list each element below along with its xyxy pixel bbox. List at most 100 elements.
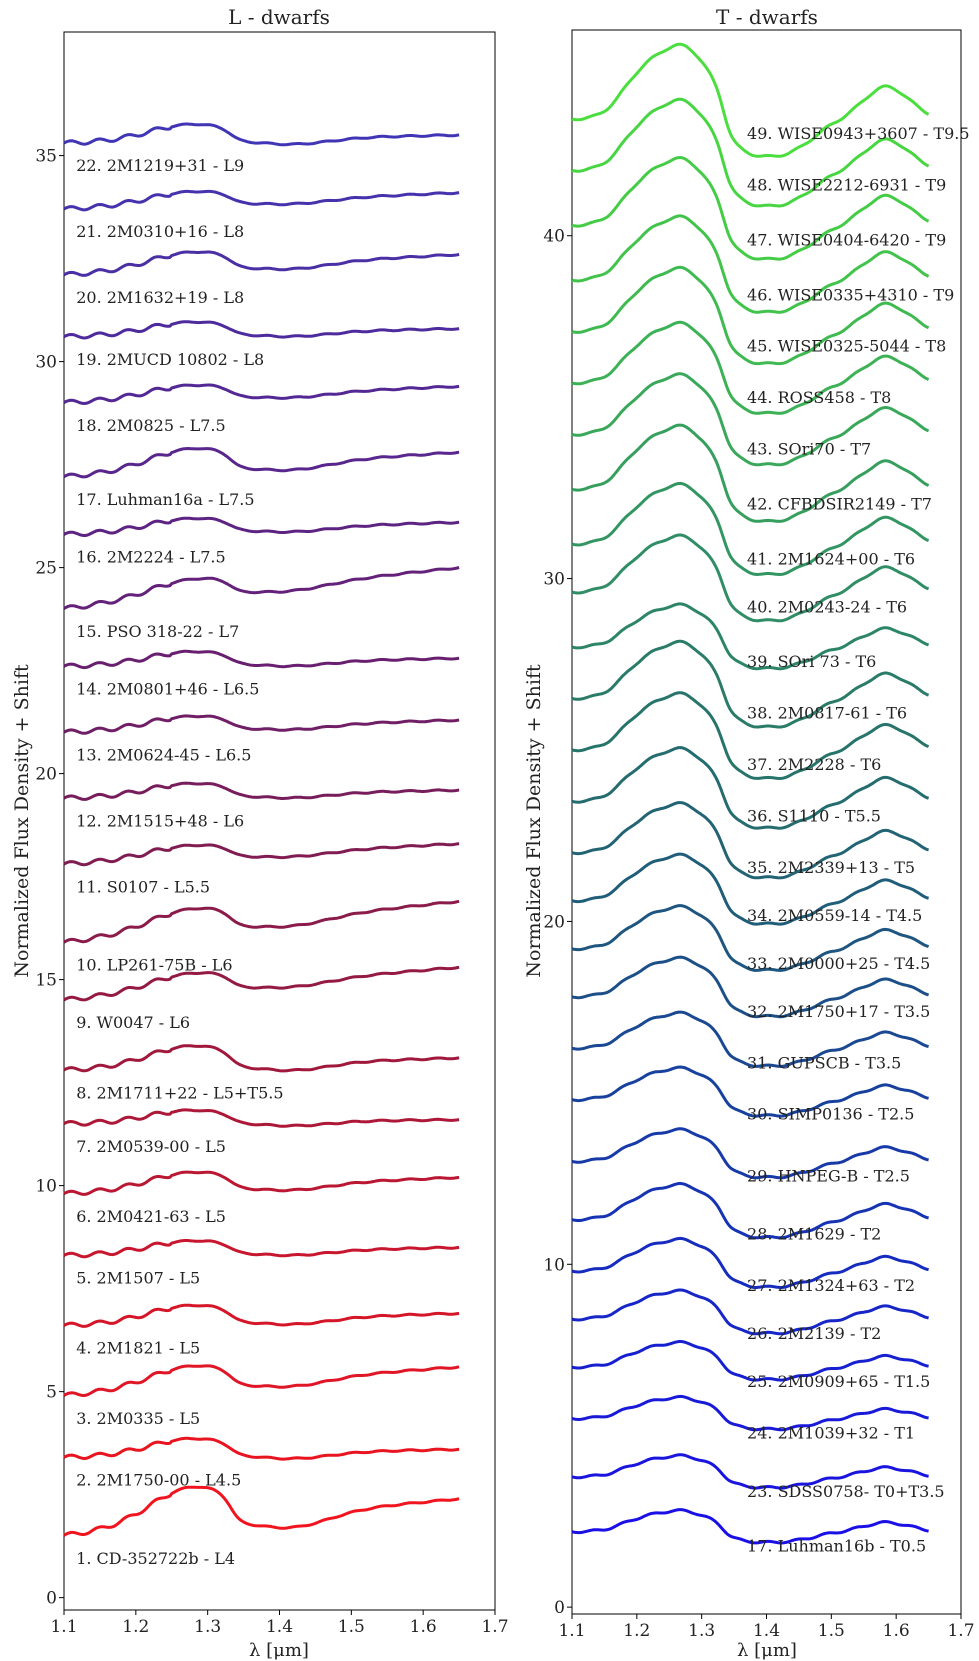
- panel-l-dwarfs: L - dwarfs λ [μm] Normalized Flux Densit…: [11, 5, 509, 1661]
- series-line: [63, 516, 460, 537]
- series-line: [571, 97, 930, 208]
- series-label: 40. 2M0243-24 - T6: [747, 597, 907, 616]
- series-line: [571, 1127, 929, 1180]
- series-label: 21. 2M0310+16 - L8: [76, 222, 244, 241]
- series-line: [571, 423, 930, 523]
- series-label: 26. 2M2139 - T2: [747, 1324, 881, 1343]
- series-label: 19. 2MUCD 10802 - L8: [76, 350, 264, 369]
- series-line: [571, 639, 930, 729]
- series-line: [63, 1364, 460, 1397]
- series-label: 41. 2M1624+00 - T6: [747, 549, 915, 568]
- series-line: [571, 1453, 929, 1490]
- x-tick-label: 1.6: [410, 1617, 437, 1637]
- x-tick-label: 1.3: [688, 1621, 715, 1641]
- series-label: 5. 2M1507 - L5: [76, 1269, 200, 1288]
- x-tick-label: 1.7: [947, 1621, 974, 1641]
- series-label: 46. WISE0335+4310 - T9: [747, 285, 954, 304]
- series-line: [63, 842, 460, 867]
- series-line: [571, 1508, 929, 1545]
- series-line: [63, 899, 460, 944]
- x-tick-label: 1.5: [818, 1621, 845, 1641]
- series-label: 29. HNPEG-B - T2.5: [747, 1166, 910, 1185]
- series-label: 24. 2M1039+32 - T1: [747, 1424, 915, 1443]
- series-line: [63, 1303, 460, 1328]
- series-line: [571, 602, 930, 671]
- series-line: [63, 781, 460, 801]
- series-label: 12. 2M1515+48 - L6: [76, 811, 244, 830]
- y-tick-label: 0: [554, 1598, 565, 1618]
- series-line: [63, 122, 460, 147]
- series-label: 47. WISE0404-6420 - T9: [747, 230, 946, 249]
- series-line: [63, 714, 460, 735]
- y-tick-label: 0: [46, 1589, 57, 1609]
- series-line: [571, 1065, 929, 1118]
- y-tick-label: 15: [35, 971, 57, 991]
- series-label: 2. 2M1750-00 - L4.5: [76, 1471, 241, 1490]
- series-label: 8. 2M1711+22 - L5+T5.5: [76, 1083, 283, 1102]
- series-line: [63, 1239, 460, 1259]
- series-label: 32. 2M1750+17 - T3.5: [747, 1002, 930, 1021]
- series-line: [571, 746, 930, 830]
- series-line: [63, 1044, 460, 1073]
- series-label: 17. Luhman16b - T0.5: [747, 1537, 926, 1556]
- series-line: [571, 265, 930, 366]
- series-line: [571, 156, 930, 261]
- series-line: [571, 42, 930, 158]
- x-tick-label: 1.3: [194, 1617, 221, 1637]
- y-tick-label: 20: [543, 912, 565, 932]
- series-label: 20. 2M1632+19 - L8: [76, 288, 244, 307]
- series-group: 17. Luhman16b - T0.5 23. SDSS0758- T0+T3.…: [571, 42, 970, 1556]
- series-label: 37. 2M2228 - T6: [747, 755, 881, 774]
- x-tick-label: 1.4: [753, 1621, 780, 1641]
- series-line: [571, 1340, 929, 1382]
- series-label: 42. CFBDSIR2149 - T7: [747, 494, 932, 513]
- series-line: [63, 320, 460, 340]
- y-tick-label: 30: [35, 353, 57, 373]
- series-line: [63, 1170, 460, 1196]
- series-label: 17. Luhman16a - L7.5: [76, 490, 254, 509]
- series-label: 1. CD-352722b - L4: [76, 1549, 235, 1568]
- series-label: 28. 2M1629 - T2: [747, 1225, 881, 1244]
- series-label: 34. 2M0559-14 - T4.5: [747, 906, 922, 925]
- series-line: [571, 481, 930, 576]
- series-line: [571, 955, 930, 1019]
- y-tick-label: 30: [543, 570, 565, 590]
- series-line: [63, 1108, 460, 1128]
- series-label: 39. SOri 73 - T6: [747, 652, 876, 671]
- series-label: 35. 2M2339+13 - T5: [747, 858, 915, 877]
- x-tick-label: 1.2: [623, 1621, 650, 1641]
- series-line: [571, 1394, 929, 1432]
- series-label: 9. W0047 - L6: [76, 1013, 190, 1032]
- series-label: 23. SDSS0758- T0+T3.5: [747, 1482, 945, 1501]
- series-label: 22. 2M1219+31 - L9: [76, 156, 244, 175]
- series-label: 4. 2M1821 - L5: [76, 1339, 200, 1358]
- series-label: 14. 2M0801+46 - L6.5: [76, 679, 259, 698]
- series-label: 45. WISE0325-5044 - T8: [747, 337, 946, 356]
- series-label: 43. SOri70 - T7: [747, 440, 871, 459]
- y-axis-label: Normalized Flux Density + Shift: [523, 664, 545, 978]
- series-line: [571, 691, 930, 780]
- series-label: 36. S1110 - T5.5: [747, 806, 881, 825]
- series-line: [63, 649, 460, 670]
- series-line: [571, 372, 930, 467]
- series-line: [63, 965, 460, 1002]
- series-line: [571, 801, 930, 880]
- series-label: 25. 2M0909+65 - T1.5: [747, 1372, 930, 1391]
- panel-t-dwarfs: T - dwarfs λ [μm] Normalized Flux Densit…: [523, 5, 975, 1661]
- x-tick-label: 1.1: [558, 1621, 585, 1641]
- x-tick-label: 1.4: [266, 1617, 293, 1637]
- y-tick-label: 5: [46, 1383, 57, 1403]
- chart-title: L - dwarfs: [228, 5, 330, 29]
- series-label: 48. WISE2212-6931 - T9: [747, 176, 946, 195]
- y-tick-label: 25: [35, 559, 57, 579]
- x-tick-label: 1.5: [338, 1617, 365, 1637]
- series-label: 3. 2M0335 - L5: [76, 1409, 200, 1428]
- series-line: [571, 1182, 929, 1240]
- y-tick-label: 20: [35, 765, 57, 785]
- series-line: [63, 383, 460, 405]
- series-line: [63, 566, 460, 610]
- series-label: 16. 2M2224 - L7.5: [76, 548, 225, 567]
- series-line: [571, 214, 930, 314]
